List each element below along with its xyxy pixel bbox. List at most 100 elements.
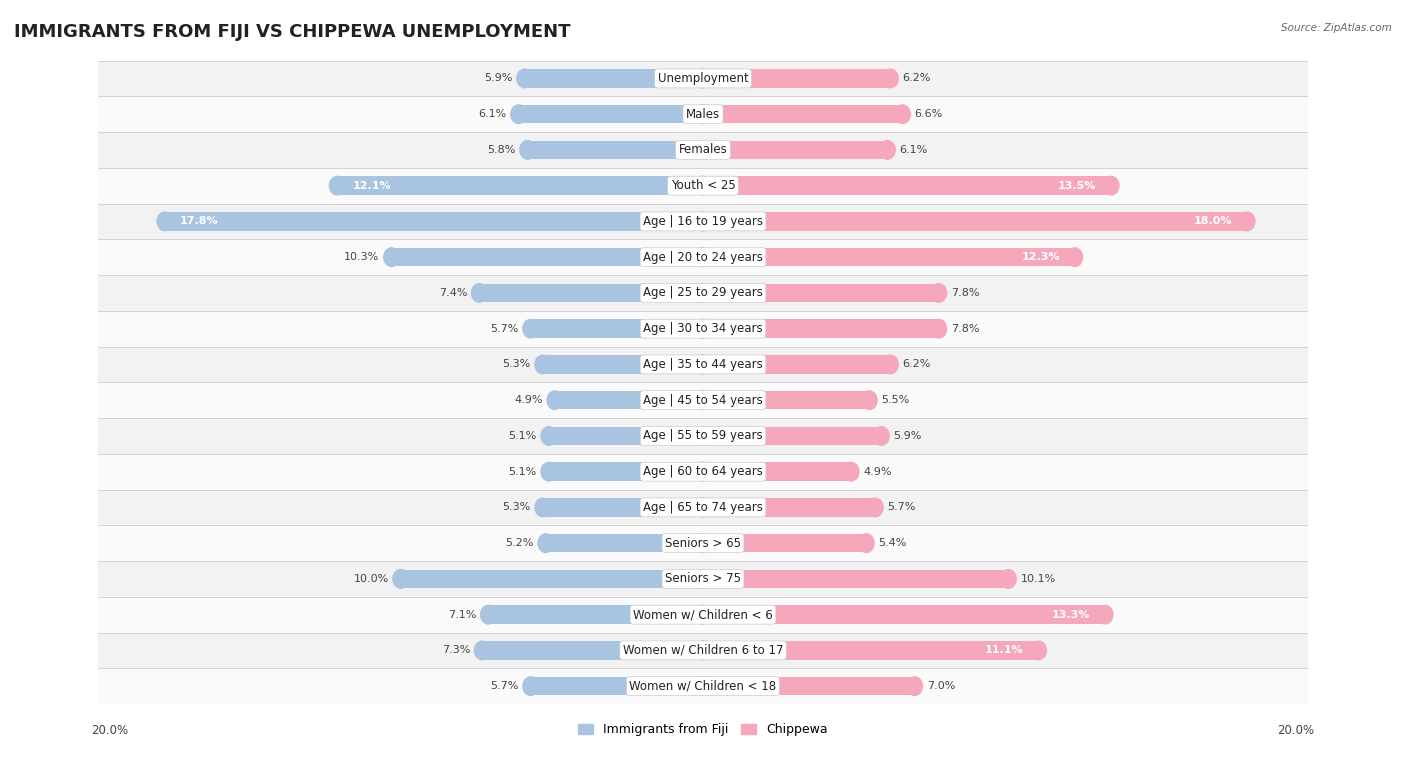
- Text: 5.4%: 5.4%: [879, 538, 907, 548]
- Bar: [83, 239, 1323, 275]
- Circle shape: [695, 284, 711, 302]
- Circle shape: [695, 212, 711, 231]
- Circle shape: [1104, 176, 1119, 195]
- Circle shape: [695, 248, 711, 266]
- Text: 5.7%: 5.7%: [887, 503, 915, 512]
- Text: 20.0%: 20.0%: [91, 724, 128, 737]
- Circle shape: [520, 141, 536, 159]
- Bar: [83, 61, 1323, 96]
- Circle shape: [695, 606, 711, 624]
- Text: Age | 55 to 59 years: Age | 55 to 59 years: [643, 429, 763, 442]
- Text: 6.2%: 6.2%: [903, 73, 931, 83]
- Text: 6.6%: 6.6%: [915, 109, 943, 119]
- Circle shape: [695, 212, 711, 231]
- Text: 5.7%: 5.7%: [491, 324, 519, 334]
- Legend: Immigrants from Fiji, Chippewa: Immigrants from Fiji, Chippewa: [578, 724, 828, 737]
- Circle shape: [883, 69, 898, 88]
- Text: Women w/ Children 6 to 17: Women w/ Children 6 to 17: [623, 644, 783, 657]
- Bar: [337, 176, 703, 195]
- Bar: [703, 69, 890, 88]
- Circle shape: [695, 176, 711, 195]
- Circle shape: [474, 641, 491, 659]
- Circle shape: [541, 463, 557, 481]
- Bar: [392, 248, 703, 266]
- Circle shape: [695, 319, 711, 338]
- Text: 5.9%: 5.9%: [893, 431, 922, 441]
- Bar: [488, 606, 703, 624]
- Text: Seniors > 75: Seniors > 75: [665, 572, 741, 585]
- Circle shape: [695, 355, 711, 374]
- Bar: [703, 498, 876, 517]
- Bar: [530, 319, 703, 338]
- Circle shape: [471, 284, 486, 302]
- Circle shape: [1031, 641, 1046, 659]
- Bar: [530, 677, 703, 696]
- Text: 18.0%: 18.0%: [1194, 217, 1232, 226]
- Text: 4.9%: 4.9%: [863, 466, 891, 477]
- Circle shape: [517, 69, 533, 88]
- Text: 12.1%: 12.1%: [353, 181, 391, 191]
- Bar: [703, 284, 939, 302]
- Circle shape: [523, 319, 538, 338]
- Bar: [83, 204, 1323, 239]
- Text: 7.8%: 7.8%: [950, 324, 980, 334]
- Bar: [83, 132, 1323, 168]
- Circle shape: [534, 498, 551, 517]
- Bar: [519, 105, 703, 123]
- Bar: [527, 141, 703, 159]
- Text: Unemployment: Unemployment: [658, 72, 748, 85]
- Bar: [83, 561, 1323, 597]
- Bar: [703, 463, 851, 481]
- Circle shape: [880, 141, 896, 159]
- Text: 5.1%: 5.1%: [509, 431, 537, 441]
- Text: 20.0%: 20.0%: [1278, 724, 1315, 737]
- Bar: [703, 677, 915, 696]
- Circle shape: [695, 569, 711, 588]
- Text: 10.1%: 10.1%: [1021, 574, 1056, 584]
- Text: Source: ZipAtlas.com: Source: ZipAtlas.com: [1281, 23, 1392, 33]
- Text: 13.5%: 13.5%: [1057, 181, 1097, 191]
- Bar: [703, 176, 1111, 195]
- Circle shape: [868, 498, 883, 517]
- Circle shape: [894, 105, 910, 123]
- Circle shape: [695, 534, 711, 553]
- Bar: [703, 569, 1008, 588]
- Text: 4.9%: 4.9%: [515, 395, 543, 405]
- Bar: [165, 212, 703, 231]
- Bar: [83, 633, 1323, 668]
- Bar: [482, 641, 703, 659]
- Circle shape: [392, 569, 409, 588]
- Circle shape: [695, 391, 711, 410]
- Text: 10.3%: 10.3%: [344, 252, 380, 262]
- Text: Seniors > 65: Seniors > 65: [665, 537, 741, 550]
- Bar: [703, 105, 903, 123]
- Circle shape: [844, 463, 859, 481]
- Text: Youth < 25: Youth < 25: [671, 179, 735, 192]
- Circle shape: [329, 176, 344, 195]
- Circle shape: [695, 498, 711, 517]
- Bar: [83, 96, 1323, 132]
- Text: Age | 20 to 24 years: Age | 20 to 24 years: [643, 251, 763, 263]
- Circle shape: [862, 391, 877, 410]
- Circle shape: [523, 677, 538, 696]
- Text: 7.4%: 7.4%: [439, 288, 467, 298]
- Circle shape: [695, 677, 711, 696]
- Text: Age | 60 to 64 years: Age | 60 to 64 years: [643, 465, 763, 478]
- Bar: [83, 597, 1323, 633]
- Circle shape: [695, 498, 711, 517]
- Bar: [543, 498, 703, 517]
- Circle shape: [695, 391, 711, 410]
- Bar: [401, 569, 703, 588]
- Circle shape: [931, 319, 946, 338]
- Bar: [83, 311, 1323, 347]
- Text: 11.1%: 11.1%: [984, 646, 1024, 656]
- Text: Males: Males: [686, 107, 720, 120]
- Circle shape: [695, 569, 711, 588]
- Circle shape: [695, 176, 711, 195]
- Circle shape: [695, 606, 711, 624]
- Bar: [703, 391, 869, 410]
- Circle shape: [1239, 212, 1256, 231]
- Bar: [83, 382, 1323, 418]
- Circle shape: [695, 105, 711, 123]
- Circle shape: [541, 427, 557, 445]
